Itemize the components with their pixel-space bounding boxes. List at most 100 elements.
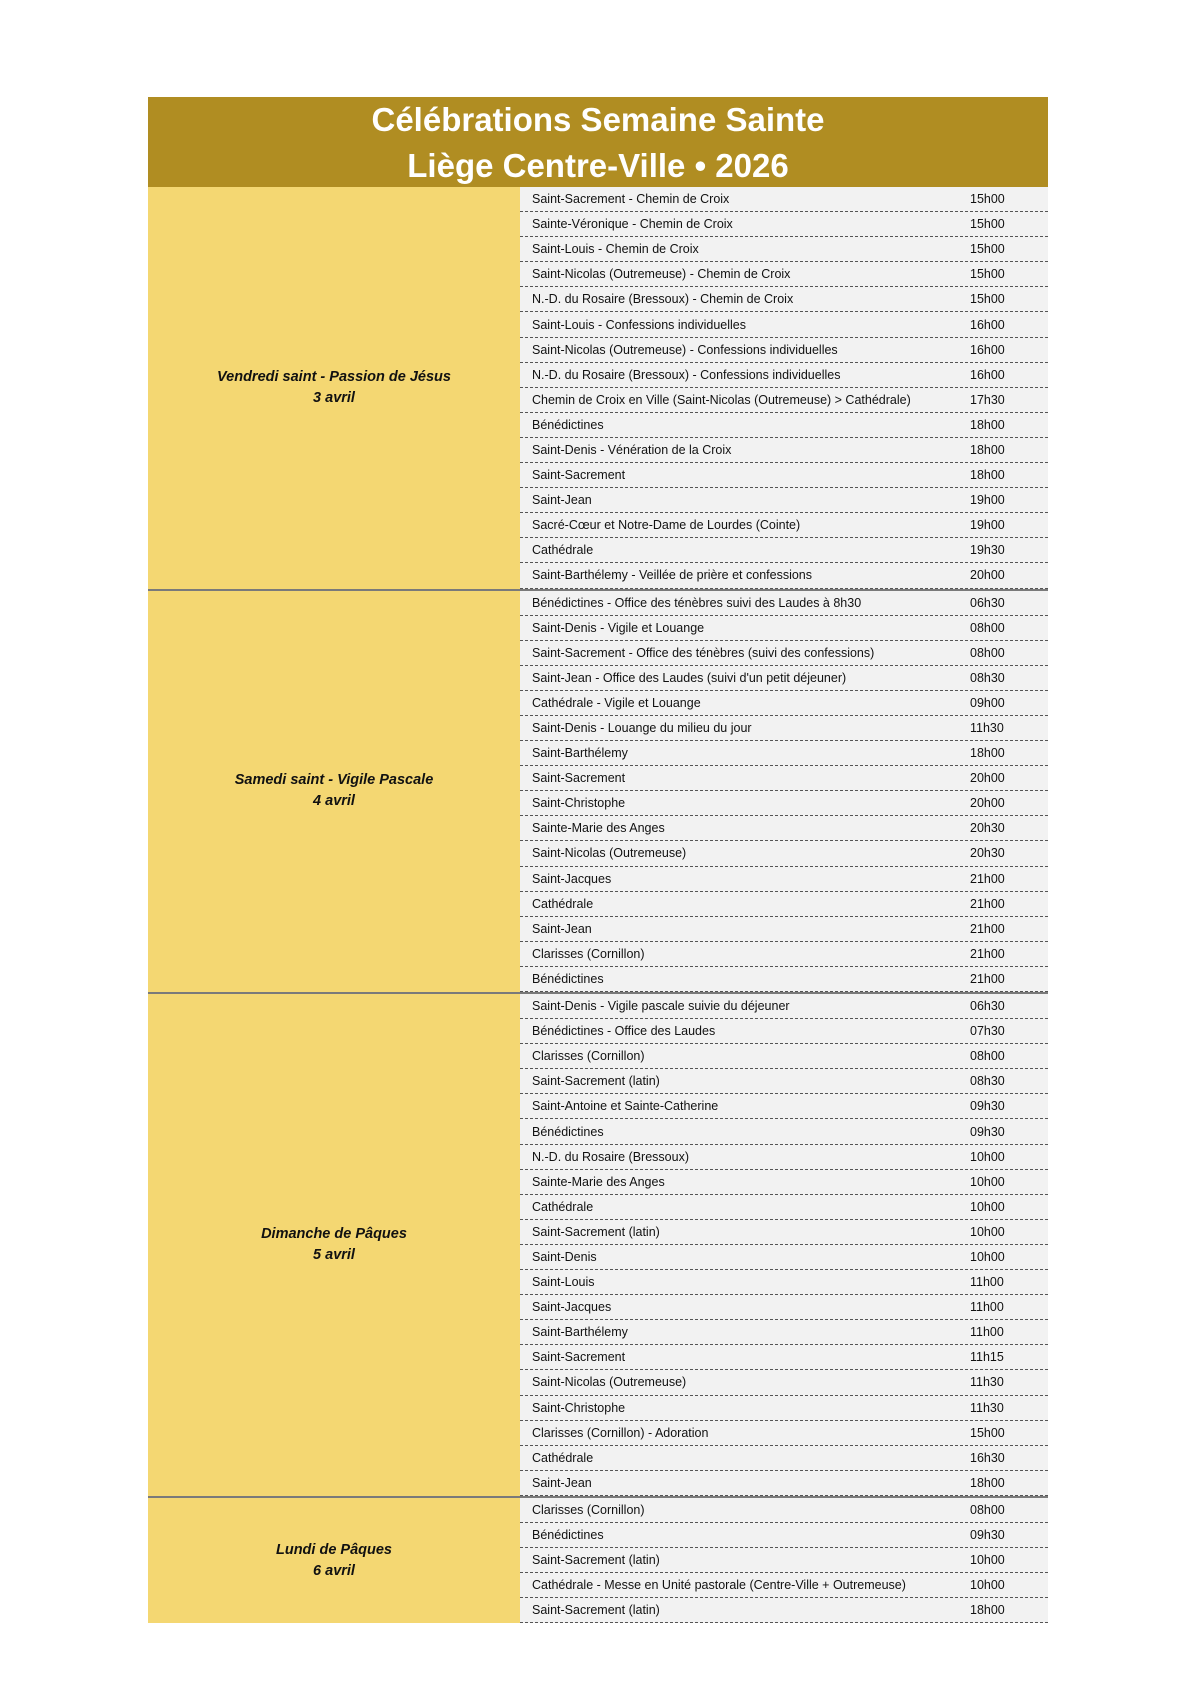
celebration-time: 21h00 xyxy=(970,971,1005,986)
table-row: Saint-Barthélemy 11h00 xyxy=(520,1320,1048,1346)
celebration-time: 18h00 xyxy=(970,1475,1005,1490)
celebration-time: 20h30 xyxy=(970,846,1005,861)
celebration-name: Saint-Louis - Chemin de Croix xyxy=(532,242,699,257)
table-row: Saint-Sacrement (latin) 10h00 xyxy=(520,1220,1048,1245)
table-row: Saint-Denis 10h00 xyxy=(520,1245,1048,1271)
celebration-name: Saint-Denis - Vigile pascale suivie du d… xyxy=(532,999,790,1014)
day-label: Lundi de Pâques 6 avril xyxy=(148,1497,520,1624)
table-row: Saint-Barthélemy - Veillée de prière et … xyxy=(520,563,1048,589)
celebration-name: Saint-Denis - Vénération de la Croix xyxy=(532,442,732,457)
table-row: Saint-Christophe 11h30 xyxy=(520,1396,1048,1421)
day-name: Samedi saint - Vigile Pascale xyxy=(234,772,434,789)
title-line-1: Célébrations Semaine Sainte xyxy=(371,101,825,138)
celebration-time: 08h30 xyxy=(970,1074,1005,1089)
table-row: Saint-Barthélemy 18h00 xyxy=(520,741,1048,767)
table-row: N.-D. du Rosaire (Bressoux) - Chemin de … xyxy=(520,287,1048,313)
table-row: Sainte-Véronique - Chemin de Croix 15h00 xyxy=(520,212,1048,238)
celebration-name: Saint-Denis xyxy=(532,1249,597,1264)
table-row: Saint-Sacrement 11h15 xyxy=(520,1345,1048,1371)
celebration-list: Saint-Sacrement - Chemin de Croix 15h00 Sa… xyxy=(520,187,1048,589)
table-row: Bénédictines 18h00 xyxy=(520,413,1048,438)
celebration-name: Saint-Sacrement xyxy=(532,468,626,483)
table-row: Saint-Jean 19h00 xyxy=(520,488,1048,514)
table-row: Saint-Sacrement - Chemin de Croix 15h00 xyxy=(520,187,1048,213)
celebration-name: N.-D. du Rosaire (Bressoux) - Chemin de … xyxy=(532,292,794,307)
celebration-time: 11h00 xyxy=(970,1325,1004,1340)
celebration-name: Saint-Jean - Office des Laudes (suivi d'… xyxy=(532,670,847,685)
celebration-time: 16h00 xyxy=(970,342,1005,357)
celebration-name: Cathédrale xyxy=(532,1450,594,1465)
table-row: Bénédictines 09h30 xyxy=(520,1119,1048,1145)
celebration-name: Saint-Christophe xyxy=(532,796,626,811)
celebration-time: 10h00 xyxy=(970,1199,1005,1214)
celebration-time: 15h00 xyxy=(970,242,1005,257)
table-row: Saint-Louis - Confessions individuelles 1… xyxy=(520,312,1048,338)
table-row: Saint-Jacques 21h00 xyxy=(520,867,1048,892)
table-row: Bénédictines 21h00 xyxy=(520,967,1048,992)
table-row: Saint-Nicolas (Outremeuse) 11h30 xyxy=(520,1370,1048,1396)
celebration-time: 08h00 xyxy=(970,620,1005,635)
celebration-name: Saint-Jean xyxy=(532,493,592,508)
celebration-time: 18h00 xyxy=(970,417,1005,432)
table-row: Saint-Jean - Office des Laudes (suivi d'… xyxy=(520,666,1048,691)
table-row: Saint-Nicolas (Outremeuse) 20h30 xyxy=(520,841,1048,867)
day-name: Dimanche de Pâques xyxy=(261,1225,407,1242)
celebration-time: 11h30 xyxy=(970,1375,1004,1390)
celebration-name: Saint-Antoine et Sainte-Catherine xyxy=(532,1099,719,1114)
celebration-list: Bénédictines - Office des ténèbres suivi… xyxy=(520,590,1048,992)
celebration-name: Clarisses (Cornillon) xyxy=(532,1049,645,1064)
celebration-name: Cathédrale xyxy=(532,896,594,911)
celebration-time: 15h00 xyxy=(970,1425,1005,1440)
celebration-name: Saint-Sacrement (latin) xyxy=(532,1553,660,1568)
celebration-name: Saint-Jacques xyxy=(532,871,612,886)
table-row: Saint-Sacrement - Office des ténèbres (s… xyxy=(520,641,1048,666)
table-row: Cathédrale - Messe en Unité pastorale (C… xyxy=(520,1573,1048,1599)
celebration-time: 16h00 xyxy=(970,367,1005,382)
celebration-name: Bénédictines xyxy=(532,417,604,432)
day-label: Dimanche de Pâques 5 avril xyxy=(148,994,520,1496)
table-row: Saint-Denis - Vigile et Louange 08h00 xyxy=(520,616,1048,641)
celebration-name: Saint-Louis - Confessions individuelles xyxy=(532,317,747,332)
celebration-name: Saint-Sacrement (latin) xyxy=(532,1603,660,1618)
celebration-time: 20h00 xyxy=(970,796,1005,811)
table-row: Bénédictines 09h30 xyxy=(520,1523,1048,1549)
celebration-name: Sainte-Véronique - Chemin de Croix xyxy=(532,217,733,232)
table-row: Saint-Antoine et Sainte-Catherine 09h30 xyxy=(520,1094,1048,1120)
celebration-name: Clarisses (Cornillon) xyxy=(532,1502,645,1517)
table-row: Saint-Jacques 11h00 xyxy=(520,1295,1048,1321)
celebration-name: Saint-Sacrement - Chemin de Croix xyxy=(532,192,730,207)
celebration-time: 08h00 xyxy=(970,1049,1005,1064)
table-row: Clarisses (Cornillon) 21h00 xyxy=(520,942,1048,967)
celebration-name: Saint-Sacrement xyxy=(532,1350,626,1365)
celebration-time: 07h30 xyxy=(970,1024,1005,1039)
celebration-time: 08h00 xyxy=(970,645,1005,660)
table-row: Sacré-Cœur et Notre-Dame de Lourdes (Coi… xyxy=(520,513,1048,539)
day-date: 4 avril xyxy=(313,793,355,810)
celebration-name: Bénédictines - Office des ténèbres suivi… xyxy=(532,595,862,610)
table-row: Saint-Louis - Chemin de Croix 15h00 xyxy=(520,237,1048,263)
celebration-time: 06h30 xyxy=(970,999,1005,1014)
table-row: Saint-Denis - Louange du milieu du jour 1… xyxy=(520,716,1048,742)
celebration-name: Saint-Barthélemy xyxy=(532,1325,628,1340)
celebration-name: Chemin de Croix en Ville (Saint-Nicolas … xyxy=(532,392,911,407)
celebration-time: 11h30 xyxy=(970,1400,1004,1415)
table-row: Sainte-Marie des Anges 10h00 xyxy=(520,1170,1048,1195)
celebration-time: 18h00 xyxy=(970,746,1005,761)
celebration-name: Saint-Nicolas (Outremeuse) - Confessions… xyxy=(532,342,838,357)
celebration-time: 19h00 xyxy=(970,518,1005,533)
table-row: Clarisses (Cornillon) - Adoration 15h00 xyxy=(520,1421,1048,1446)
celebration-name: Saint-Sacrement - Office des ténèbres (s… xyxy=(532,645,875,660)
celebration-name: Cathédrale - Messe en Unité pastorale (C… xyxy=(532,1578,906,1593)
day-name: Vendredi saint - Passion de Jésus xyxy=(217,368,451,385)
celebration-time: 10h00 xyxy=(970,1249,1005,1264)
celebration-time: 10h00 xyxy=(970,1224,1005,1239)
celebration-name: Saint-Jacques xyxy=(532,1300,612,1315)
celebration-name: Cathédrale xyxy=(532,543,594,558)
celebration-name: Saint-Sacrement (latin) xyxy=(532,1224,660,1239)
celebration-time: 11h00 xyxy=(970,1300,1004,1315)
celebration-name: Saint-Sacrement xyxy=(532,771,626,786)
celebration-time: 21h00 xyxy=(970,871,1005,886)
table-row: Cathédrale 10h00 xyxy=(520,1195,1048,1220)
celebration-name: Bénédictines xyxy=(532,971,604,986)
table-row: Saint-Louis 11h00 xyxy=(520,1270,1048,1296)
